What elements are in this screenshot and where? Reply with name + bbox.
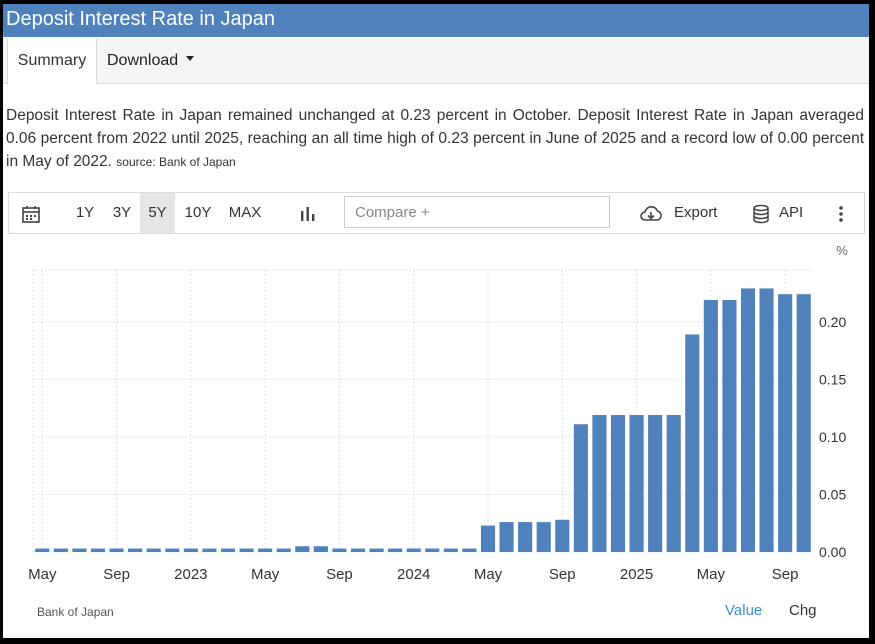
x-tick-label: May xyxy=(251,566,280,583)
bar[interactable] xyxy=(183,548,198,552)
bar[interactable] xyxy=(778,294,793,552)
bar[interactable] xyxy=(722,299,737,552)
bar[interactable] xyxy=(332,548,347,552)
export-button[interactable]: Export xyxy=(674,204,718,221)
y-tick-label: 0.00 xyxy=(819,544,846,560)
value-toggle[interactable]: Value xyxy=(725,602,763,619)
y-tick-label: 0.15 xyxy=(819,371,846,387)
cloud-download-icon[interactable] xyxy=(639,204,663,224)
bar[interactable] xyxy=(109,548,124,552)
bar[interactable] xyxy=(573,424,588,552)
bar[interactable] xyxy=(518,522,533,552)
bar[interactable] xyxy=(740,288,756,552)
bar[interactable] xyxy=(239,548,254,552)
bar-chart: May Sep 2023 May Sep 2024 May Sep 2025 May Sep 0.0… xyxy=(28,243,848,583)
y-axis-labels: 0.00 0.05 0.10 0.15 0.20 xyxy=(819,314,846,560)
range-10y[interactable]: 10Y xyxy=(184,204,212,221)
bar[interactable] xyxy=(425,548,440,552)
bar[interactable] xyxy=(648,415,663,552)
description-text: Deposit Interest Rate in Japan remained … xyxy=(6,107,864,170)
x-tick-label: May xyxy=(474,566,503,583)
bar[interactable] xyxy=(258,548,273,552)
bar[interactable] xyxy=(685,334,700,552)
bar[interactable] xyxy=(72,548,87,552)
range-1y[interactable]: 1Y xyxy=(75,204,95,221)
x-tick-label: May xyxy=(28,566,57,583)
api-button[interactable]: API xyxy=(779,204,804,221)
footer-source: Bank of Japan xyxy=(37,605,114,619)
bar[interactable] xyxy=(295,546,310,552)
bar[interactable] xyxy=(369,548,384,552)
x-tick-label: 2023 xyxy=(174,566,207,583)
bar[interactable] xyxy=(536,522,551,552)
y-axis-unit: % xyxy=(836,243,848,258)
compare-input[interactable] xyxy=(344,196,610,228)
chg-toggle[interactable]: Chg xyxy=(789,602,817,619)
x-axis-labels: May Sep 2023 May Sep 2024 May Sep 2025 May Sep xyxy=(28,566,798,583)
title-bar: Deposit Interest Rate in Japan xyxy=(3,4,869,37)
database-icon[interactable] xyxy=(752,204,770,224)
chart-bars xyxy=(35,288,811,552)
y-tick-label: 0.05 xyxy=(819,486,846,502)
bar[interactable] xyxy=(555,519,570,552)
bar[interactable] xyxy=(666,415,681,552)
bar[interactable] xyxy=(313,546,328,552)
x-tick-label: 2024 xyxy=(397,566,430,583)
x-tick-label: Sep xyxy=(103,566,130,583)
tab-bar: Summary Download xyxy=(3,38,869,84)
bar[interactable] xyxy=(462,548,477,552)
x-tick-label: Sep xyxy=(549,566,576,583)
tab-download-label: Download xyxy=(107,52,179,69)
bar[interactable] xyxy=(703,299,718,552)
range-5y[interactable]: 5Y xyxy=(140,193,175,233)
page-title: Deposit Interest Rate in Japan xyxy=(6,8,276,30)
bar[interactable] xyxy=(35,548,50,552)
description-source: source: Bank of Japan xyxy=(116,155,236,169)
calendar-icon[interactable] xyxy=(21,204,41,224)
y-tick-label: 0.10 xyxy=(819,429,846,445)
tab-summary[interactable]: Summary xyxy=(7,38,97,84)
bar-chart-icon[interactable] xyxy=(299,205,317,223)
range-3y[interactable]: 3Y xyxy=(112,204,132,221)
chart-grid xyxy=(32,269,813,553)
bar[interactable] xyxy=(128,548,143,552)
page-frame: Deposit Interest Rate in Japan Summary D… xyxy=(3,4,869,638)
bar[interactable] xyxy=(202,548,217,552)
bar[interactable] xyxy=(388,548,403,552)
bar[interactable] xyxy=(146,548,161,552)
bar[interactable] xyxy=(220,548,236,552)
y-tick-label: 0.20 xyxy=(819,314,846,330)
bar[interactable] xyxy=(610,415,626,552)
bar[interactable] xyxy=(165,548,180,552)
x-tick-label: 2025 xyxy=(620,566,653,583)
x-tick-label: May xyxy=(697,566,726,583)
chart-toolbar: 1Y 3Y 5Y 10Y MAX Export xyxy=(8,192,865,234)
bar[interactable] xyxy=(796,294,811,552)
tab-download[interactable]: Download xyxy=(107,38,195,83)
bar[interactable] xyxy=(443,548,458,552)
bar[interactable] xyxy=(406,548,421,552)
caret-down-icon xyxy=(186,56,195,62)
bar[interactable] xyxy=(350,548,366,552)
range-max[interactable]: MAX xyxy=(228,204,262,221)
description: Deposit Interest Rate in Japan remained … xyxy=(6,104,864,174)
bar[interactable] xyxy=(53,548,68,552)
x-tick-label: Sep xyxy=(326,566,353,583)
bar[interactable] xyxy=(629,415,644,552)
bar[interactable] xyxy=(90,548,106,552)
bar[interactable] xyxy=(276,548,291,552)
x-tick-label: Sep xyxy=(772,566,799,583)
bar[interactable] xyxy=(499,522,514,552)
more-vertical-icon[interactable] xyxy=(837,204,845,224)
bar[interactable] xyxy=(592,415,607,552)
bar[interactable] xyxy=(480,525,496,552)
bar[interactable] xyxy=(759,288,774,552)
